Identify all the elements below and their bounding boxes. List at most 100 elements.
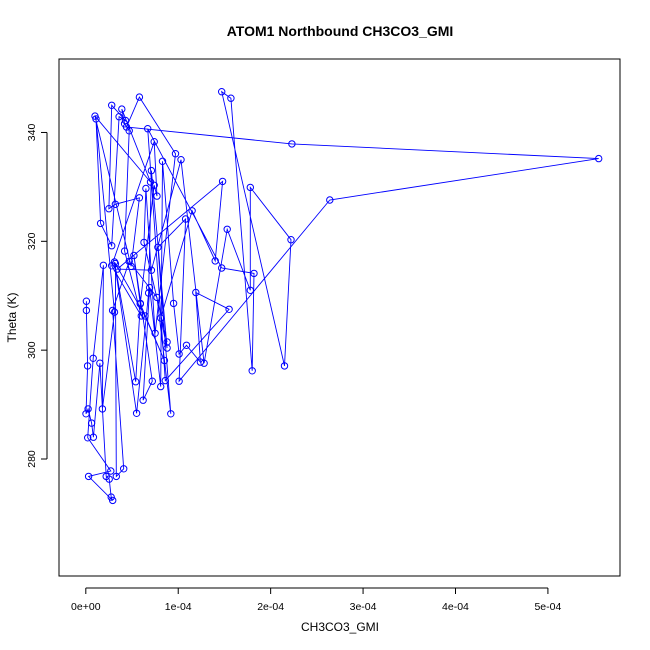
- data-point: [91, 112, 99, 120]
- data-point: [83, 362, 92, 370]
- data-point: [125, 257, 133, 266]
- data-point: [151, 329, 159, 337]
- data-point: [84, 472, 93, 481]
- data-point: [150, 138, 158, 146]
- data-point: [150, 181, 158, 190]
- data-point: [105, 205, 113, 213]
- data-point: [110, 308, 119, 316]
- y-tick-label: 340: [26, 124, 38, 142]
- data-point: [167, 410, 175, 418]
- data-point: [98, 405, 107, 413]
- data-point: [108, 242, 116, 250]
- data-point: [326, 196, 334, 204]
- data-point: [160, 356, 169, 365]
- x-tick-label: 4e-04: [442, 601, 469, 613]
- x-tick-label: 5e-04: [534, 601, 561, 613]
- data-point: [84, 405, 92, 413]
- y-axis: 280 300 320 340: [26, 124, 48, 468]
- data-point: [250, 269, 258, 278]
- data-point: [96, 359, 104, 367]
- data-point: [181, 215, 190, 223]
- y-axis-label: Theta (K): [5, 292, 19, 342]
- data-point: [105, 475, 113, 483]
- data-point: [107, 467, 115, 475]
- data-point: [112, 472, 121, 481]
- data-point: [140, 238, 148, 247]
- data-point: [227, 94, 235, 102]
- data-point: [120, 465, 128, 473]
- data-point: [161, 376, 170, 385]
- data-point: [139, 396, 147, 404]
- data-point: [158, 157, 167, 166]
- data-point: [82, 306, 91, 315]
- y-tick-label: 300: [26, 341, 38, 359]
- data-point: [144, 125, 152, 133]
- data-point: [142, 184, 150, 193]
- data-point: [82, 410, 90, 418]
- data-point: [137, 312, 146, 320]
- series-line: [85, 90, 599, 501]
- data-point: [171, 150, 180, 158]
- data-point: [122, 123, 131, 131]
- data-point: [218, 177, 227, 186]
- data-point: [225, 305, 233, 313]
- data-point: [157, 382, 165, 391]
- data-point: [109, 496, 117, 505]
- data-point: [246, 183, 255, 192]
- data-point: [135, 194, 144, 202]
- data-point: [153, 293, 161, 302]
- x-tick-label: 3e-04: [350, 601, 377, 613]
- data-point: [99, 261, 108, 269]
- data-point: [218, 88, 226, 96]
- data-point: [82, 297, 91, 305]
- data-point: [177, 156, 185, 164]
- data-point: [153, 192, 161, 200]
- plot-frame: [58, 58, 621, 577]
- data-point: [192, 288, 200, 297]
- data-point: [96, 219, 105, 228]
- data-point: [175, 377, 183, 385]
- data-point: [182, 341, 191, 349]
- data-point: [107, 493, 115, 501]
- chart-title: ATOM1 Northbound CH3CO3_GMI: [227, 23, 454, 39]
- data-point: [108, 101, 116, 110]
- data-point: [188, 207, 196, 215]
- series-points: [82, 88, 603, 505]
- data-point: [120, 247, 129, 255]
- data-point: [87, 419, 96, 427]
- data-point: [115, 113, 123, 121]
- y-tick-label: 320: [26, 232, 38, 250]
- data-point: [218, 264, 226, 272]
- data-point: [118, 105, 126, 113]
- data-point: [169, 299, 178, 308]
- data-point: [84, 434, 92, 442]
- data-point: [132, 409, 141, 417]
- data-point: [175, 350, 183, 358]
- data-point: [141, 312, 149, 320]
- data-point: [248, 367, 256, 375]
- data-point: [132, 378, 140, 386]
- data-point: [136, 300, 145, 308]
- data-point: [130, 251, 138, 260]
- data-point: [287, 236, 295, 244]
- x-axis-label: CH3CO3_GMI: [301, 620, 379, 634]
- data-point: [246, 286, 255, 294]
- data-point: [595, 154, 603, 163]
- data-point: [148, 377, 157, 385]
- data-point: [147, 166, 156, 175]
- data-point: [145, 283, 154, 292]
- data-point: [108, 306, 117, 315]
- data-point: [89, 433, 98, 441]
- data-point: [111, 200, 120, 209]
- data-point: [200, 359, 208, 367]
- y-tick-label: 280: [26, 450, 38, 468]
- x-axis: 0e+00 1e-04 2e-04 3e-04 4e-04 5e-04: [71, 587, 561, 613]
- x-tick-label: 2e-04: [257, 601, 284, 613]
- data-point: [154, 243, 162, 252]
- data-point: [111, 259, 120, 268]
- data-point: [110, 258, 119, 266]
- data-point: [157, 314, 165, 322]
- data-point: [147, 266, 156, 274]
- data-point: [196, 358, 205, 366]
